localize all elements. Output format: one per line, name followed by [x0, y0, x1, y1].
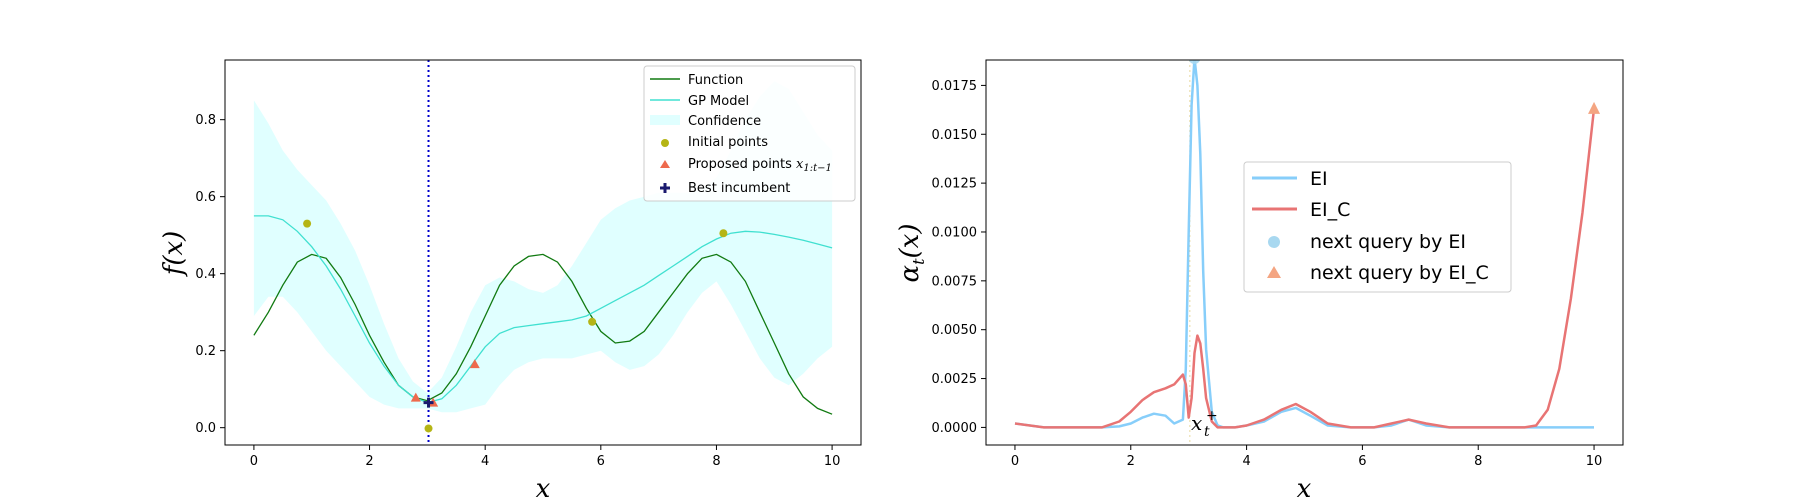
legend-confidence-label: Confidence: [688, 114, 761, 129]
legend-next-ei-c-label: next query by EI_C: [1310, 262, 1489, 284]
initial-point: [303, 219, 312, 228]
left-y-tick-label: 0.4: [195, 267, 216, 282]
left-x-tick-label: 4: [481, 454, 489, 469]
left-plot-frame: [224, 59, 862, 446]
right-x-tick-label: 10: [1586, 454, 1603, 469]
incumbent-annotation: x t +: [1191, 408, 1218, 440]
best-incumbent-point: [423, 397, 434, 408]
left-plot: 0 2 4 6 8 10 0.0 0.2 0.4 0.6 0.8 x f(x) Function G…: [159, 59, 862, 500]
proposed-point: [410, 392, 421, 402]
right-plot: 0 2 4 6 8 10 0.0000 0.0025 0.0050 0.0075 0.0100 0.0…: [895, 59, 1624, 500]
left-legend: Function GP Model Confidence Initial poi…: [643, 65, 856, 202]
next-query-ei-marker: [1188, 60, 1201, 65]
left-y-tick-label: 0.6: [195, 190, 216, 205]
left-x-tick-label: 6: [597, 454, 605, 469]
proposed-point: [469, 359, 480, 369]
left-x-tick-label: 2: [365, 454, 373, 469]
left-x-tick-label: 10: [824, 454, 841, 469]
annotation-x: x: [1191, 411, 1202, 435]
gp-model-line: [253, 215, 833, 404]
annotation-subscript: t: [1204, 424, 1210, 440]
right-y-tick-label: 0.0125: [932, 177, 978, 192]
legend-proposed-text: Proposed points: [688, 157, 796, 172]
legend-next-ei-c-marker: [1267, 266, 1281, 278]
left-x-tick-label: 0: [250, 454, 258, 469]
right-legend: EI EI_C next query by EI next query by E…: [1243, 161, 1512, 293]
right-x-tick-label: 0: [1011, 454, 1019, 469]
legend-proposed-label: Proposed points x1:t−1: [688, 157, 832, 174]
right-y-axis-label: αt(x): [895, 224, 928, 283]
left-x-axis-label: x: [536, 474, 551, 500]
legend-ei-c-label: EI_C: [1310, 199, 1350, 221]
right-x-tick-label: 2: [1127, 454, 1135, 469]
left-y-tick-label: 0.2: [195, 344, 216, 359]
legend-gp-model-label: GP Model: [688, 94, 749, 109]
right-x-axis-label: x: [1297, 474, 1312, 500]
legend-proposed-math: x: [796, 157, 804, 172]
left-y-axis-label: f(x): [159, 231, 189, 278]
initial-point: [424, 424, 433, 433]
right-y-tick-label: 0.0100: [932, 225, 978, 240]
right-y-tick-label: 0.0175: [932, 79, 978, 94]
legend-next-ei-marker: [1268, 236, 1280, 248]
legend-function-label: Function: [688, 73, 743, 88]
right-legend-box: [1243, 161, 1512, 293]
right-x-tick-label: 4: [1242, 454, 1250, 469]
legend-next-ei-label: next query by EI: [1310, 231, 1466, 253]
annotation-superscript: +: [1206, 408, 1218, 424]
initial-point: [588, 317, 597, 326]
left-y-tick-label: 0.0: [195, 421, 216, 436]
left-x-tick-label: 8: [712, 454, 720, 469]
legend-proposed-subscript: 1:t−1: [803, 163, 832, 174]
initial-point: [719, 229, 728, 238]
right-y-tick-label: 0.0025: [932, 372, 978, 387]
next-query-ei-c-marker: [1588, 101, 1601, 114]
legend-proposed-marker: [660, 160, 670, 168]
legend-best-label: Best incumbent: [688, 181, 790, 196]
right-x-tick-label: 6: [1358, 454, 1366, 469]
legend-initial-label: Initial points: [688, 135, 768, 150]
right-y-tick-label: 0.0150: [932, 128, 978, 143]
right-y-tick-label: 0.0075: [932, 274, 978, 289]
right-x-tick-label: 8: [1474, 454, 1482, 469]
left-y-tick-label: 0.8: [195, 113, 216, 128]
right-plot-frame: [985, 59, 1624, 446]
legend-ei-label: EI: [1310, 168, 1328, 190]
left-legend-box: [643, 65, 856, 202]
right-y-tick-label: 0.0050: [932, 323, 978, 338]
legend-best-marker: [660, 183, 670, 193]
function-line: [253, 253, 833, 415]
ei-c-line: [1014, 108, 1596, 429]
right-y-tick-label: 0.0000: [932, 421, 978, 436]
legend-initial-marker: [661, 139, 669, 147]
legend-confidence-swatch: [650, 115, 680, 125]
